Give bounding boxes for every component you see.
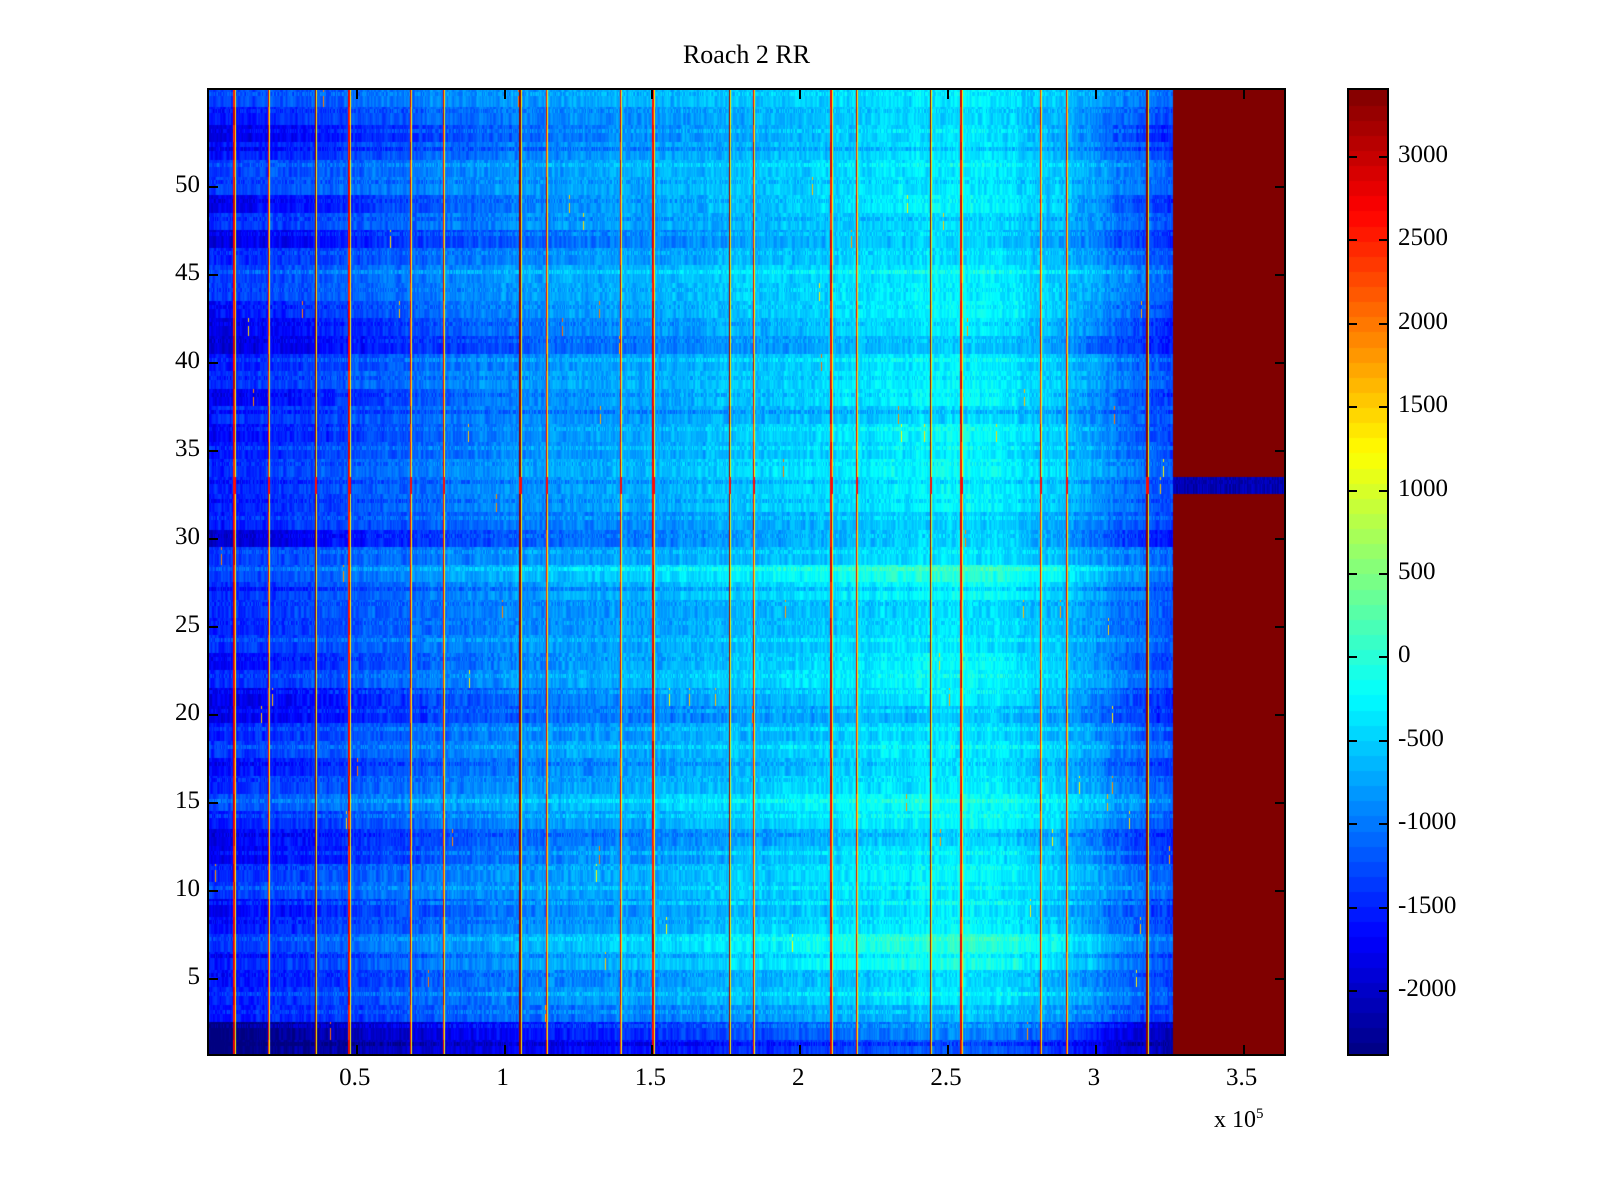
colorbar-tick-label-500: 500 <box>1398 558 1436 585</box>
colorbar-gradient <box>1349 90 1387 1054</box>
colorbar-tick-2000 <box>1349 322 1357 325</box>
colorbar-tick-label-1000: 1000 <box>1398 474 1448 502</box>
y-tick-right-25 <box>1275 625 1284 628</box>
y-tick-35 <box>209 449 218 452</box>
colorbar-tick-right--1500 <box>1379 906 1387 909</box>
y-tick-20 <box>209 713 218 716</box>
y-tick-10 <box>209 889 218 892</box>
x-tick-top-3 <box>1094 90 1097 99</box>
colorbar-tick-right-2500 <box>1379 239 1387 242</box>
x-axis-exponent-mantissa: x 10 <box>1214 1107 1256 1133</box>
x-tick-label-1: 1 <box>496 1064 509 1091</box>
y-tick-label-40: 40 <box>175 346 200 374</box>
y-tick-15 <box>209 801 218 804</box>
x-tick-0.5 <box>355 1045 358 1054</box>
y-tick-label-25: 25 <box>175 610 200 638</box>
y-tick-right-30 <box>1275 537 1284 540</box>
colorbar-tick-1500 <box>1349 406 1357 409</box>
y-tick-label-20: 20 <box>175 698 200 726</box>
colorbar-tick-label-3000: 3000 <box>1398 140 1448 168</box>
y-tick-40 <box>209 361 218 364</box>
y-tick-25 <box>209 625 218 628</box>
x-tick-3.5 <box>1242 1045 1245 1054</box>
colorbar-tick-right-2000 <box>1379 322 1387 325</box>
colorbar-tick-label--500: -500 <box>1398 724 1444 752</box>
colorbar-tick-2500 <box>1349 239 1357 242</box>
colorbar-tick-label-2500: 2500 <box>1398 224 1448 252</box>
y-tick-label-15: 15 <box>175 786 200 814</box>
y-tick-label-5: 5 <box>187 962 201 990</box>
x-tick-top-1.5 <box>651 90 654 99</box>
colorbar-tick-label--2000: -2000 <box>1398 975 1457 1003</box>
colorbar-tick-label-0: 0 <box>1398 641 1411 669</box>
y-tick-label-30: 30 <box>175 522 200 550</box>
x-axis-exponent-power: 5 <box>1256 1106 1264 1122</box>
y-tick-label-45: 45 <box>175 258 200 286</box>
y-tick-right-5 <box>1275 977 1284 980</box>
colorbar-tick-right--1000 <box>1379 823 1387 826</box>
y-tick-5 <box>209 977 218 980</box>
colorbar-tick--2000 <box>1349 990 1357 993</box>
x-tick-top-0.5 <box>355 90 358 99</box>
y-tick-label-35: 35 <box>175 434 200 462</box>
x-tick-3 <box>1094 1045 1097 1054</box>
heatmap-image <box>209 90 1284 1054</box>
colorbar-tick-right--2000 <box>1379 990 1387 993</box>
colorbar-tick-label--1000: -1000 <box>1398 808 1457 836</box>
colorbar-tick-0 <box>1349 656 1357 659</box>
x-tick-1.5 <box>651 1045 654 1054</box>
x-tick-2.5 <box>947 1045 950 1054</box>
colorbar-tick-right-1000 <box>1379 489 1387 492</box>
colorbar-tick-right-500 <box>1379 573 1387 575</box>
colorbar-tick-label-1500: 1500 <box>1398 391 1448 419</box>
colorbar-tick-right-1500 <box>1379 406 1387 409</box>
colorbar-tick-right-0 <box>1379 656 1387 659</box>
colorbar-tick--500 <box>1349 739 1357 742</box>
y-tick-right-10 <box>1275 889 1284 892</box>
x-tick-top-3.5 <box>1242 90 1245 99</box>
x-tick-1 <box>503 1045 506 1054</box>
colorbar-tick--1500 <box>1349 906 1357 909</box>
y-tick-label-50: 50 <box>175 170 200 198</box>
x-tick-label-3: 3 <box>1087 1064 1101 1091</box>
x-tick-top-1 <box>503 90 506 99</box>
colorbar-tick-right--500 <box>1379 739 1387 742</box>
y-tick-right-15 <box>1275 801 1284 804</box>
heatmap-axes[interactable] <box>207 88 1286 1056</box>
y-tick-label-10: 10 <box>175 874 200 902</box>
x-tick-label-0.5: 0.5 <box>339 1064 371 1091</box>
x-tick-label-2: 2 <box>791 1064 805 1091</box>
x-tick-2 <box>799 1045 802 1054</box>
y-tick-45 <box>209 273 218 276</box>
colorbar-tick-label--1500: -1500 <box>1398 891 1457 919</box>
y-tick-30 <box>209 537 218 540</box>
x-tick-label-3.5: 3.5 <box>1226 1064 1258 1091</box>
y-tick-right-50 <box>1275 185 1284 188</box>
y-tick-right-40 <box>1275 361 1284 364</box>
y-tick-50 <box>209 185 218 188</box>
page-title: Roach 2 RR <box>682 40 811 69</box>
colorbar-tick-500 <box>1349 573 1357 575</box>
x-tick-top-2.5 <box>947 90 950 99</box>
colorbar-tick--1000 <box>1349 823 1357 826</box>
x-tick-label-1.5: 1.5 <box>634 1064 667 1091</box>
colorbar[interactable] <box>1347 88 1389 1056</box>
x-tick-top-2 <box>799 90 802 99</box>
colorbar-tick-label-2000: 2000 <box>1398 307 1448 335</box>
x-tick-label-2.5: 2.5 <box>930 1064 962 1091</box>
x-axis-exponent-label: x 105 <box>1214 1106 1264 1134</box>
colorbar-tick-1000 <box>1349 489 1357 492</box>
colorbar-tick-right-3000 <box>1379 155 1387 158</box>
y-tick-right-35 <box>1275 449 1284 452</box>
colorbar-tick-3000 <box>1349 155 1357 158</box>
y-tick-right-20 <box>1275 713 1284 716</box>
y-tick-right-45 <box>1275 273 1284 276</box>
